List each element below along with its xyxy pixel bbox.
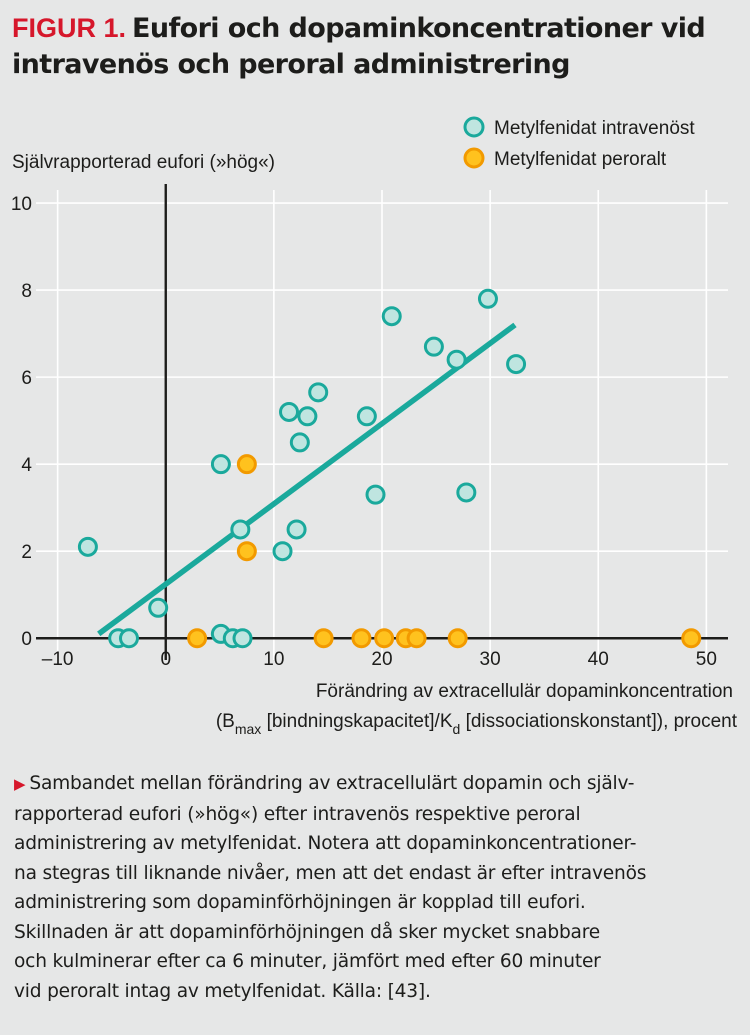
- y-tick-label: 8: [21, 281, 32, 302]
- scatter-chart: –10 0 10 20 30 40 50 0 2 4 6 8 10 Självrapporterad e…: [11, 116, 738, 737]
- figure-title: Eufori och dopaminkoncentrationer vid in…: [12, 13, 706, 80]
- caption-arrow-icon: ▶: [14, 775, 26, 793]
- legend-label-intravenous: Metylfenidat intravenöst: [494, 118, 695, 139]
- data-point-intravenous: [279, 401, 300, 422]
- figure-title-block: FIGUR 1. Eufori och dopaminkoncentratione…: [12, 10, 738, 83]
- figure-caption: ▶ Sambandet mellan förändring av extracel…: [14, 769, 742, 1006]
- y-tick-label: 10: [11, 194, 32, 215]
- figure-label: FIGUR 1.: [12, 13, 127, 43]
- data-point-intravenous: [272, 541, 293, 562]
- caption-line: ▶ Sambandet mellan förändring av extracel…: [14, 773, 635, 794]
- data-point-intravenous: [477, 288, 498, 309]
- data-point-oral: [351, 628, 372, 649]
- grid-layer: [36, 190, 728, 660]
- data-point-oral: [406, 628, 427, 649]
- data-point-intravenous: [230, 519, 251, 540]
- data-point-intravenous: [289, 432, 310, 453]
- y-tick-label: 0: [21, 629, 32, 650]
- trend-line-intravenous: [97, 322, 517, 637]
- data-point-intravenous: [148, 597, 169, 618]
- x-tick-label: 0: [160, 649, 171, 670]
- caption-line: rapporterad eufori (»hög«) efter intrave…: [14, 803, 581, 825]
- y-tick-label: 4: [21, 455, 32, 476]
- ticks-layer: –10 0 10 20 30 40 50 0 2 4 6 8 10: [11, 194, 717, 670]
- y-axis-label: Självrapporterad eufori (»hög«): [12, 152, 275, 173]
- x-tick-label: 30: [480, 649, 501, 670]
- x-tick-label: 20: [371, 649, 392, 670]
- data-point-intravenous: [118, 628, 139, 649]
- data-point-intravenous: [297, 406, 318, 427]
- x-tick-label: 10: [263, 649, 284, 670]
- caption-line: na stegras till liknande nivåer, men att…: [14, 862, 647, 884]
- x-tick-label: –10: [42, 649, 74, 670]
- data-point-intravenous: [423, 336, 444, 357]
- data-point-intravenous: [446, 349, 467, 370]
- x-tick-label: 40: [588, 649, 609, 670]
- data-point-oral: [236, 541, 257, 562]
- caption-line: administrering av metylfenidat. Notera a…: [14, 833, 637, 854]
- data-point-intravenous: [308, 382, 329, 403]
- data-point-intravenous: [365, 484, 386, 505]
- x-axis-label-line2: (Bmax [bindningskapacitet]/Kd [dissociat…: [216, 711, 738, 737]
- data-point-oral: [374, 628, 395, 649]
- legend-marker-intravenous: [463, 116, 485, 138]
- y-tick-label: 6: [21, 368, 32, 389]
- x-axis-label-line1: Förändring av extracellulär dopaminkonce…: [316, 681, 733, 702]
- data-point-intravenous: [506, 354, 527, 375]
- data-point-oral: [313, 628, 334, 649]
- data-point-intravenous: [77, 536, 98, 557]
- data-point-intravenous: [210, 454, 231, 475]
- data-point-intravenous: [286, 519, 307, 540]
- data-point-intravenous: [232, 628, 253, 649]
- caption-line: Skillnaden är att dopaminförhöjningen då…: [14, 921, 601, 943]
- data-point-oral: [236, 454, 257, 475]
- caption-line: administrering som dopaminförhöjningen ä…: [14, 892, 586, 913]
- caption-line: vid peroralt intag av metylfenidat. Käll…: [14, 980, 431, 1002]
- points-layer: [77, 288, 702, 649]
- trend-layer: [97, 322, 517, 637]
- x-tick-label: 50: [696, 649, 717, 670]
- data-point-intravenous: [381, 306, 402, 327]
- data-point-oral: [187, 628, 208, 649]
- legend: Metylfenidat intravenöst Metylfenidat pe…: [463, 116, 695, 170]
- legend-marker-oral: [463, 147, 485, 169]
- data-point-intravenous: [456, 482, 477, 503]
- data-point-oral: [447, 628, 468, 649]
- legend-label-oral: Metylfenidat peroralt: [494, 149, 667, 170]
- data-point-oral: [681, 628, 702, 649]
- caption-line: och kulminerar efter ca 6 minuter, jämfö…: [14, 951, 601, 972]
- y-tick-label: 2: [21, 542, 32, 563]
- data-point-intravenous: [356, 406, 377, 427]
